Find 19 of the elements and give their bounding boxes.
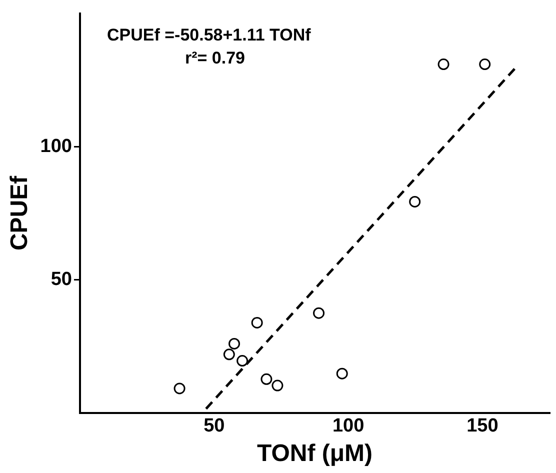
x-axis-title: TONf (μM): [256, 440, 373, 468]
point: [223, 348, 235, 360]
x-tick-label: 50: [204, 416, 225, 437]
annotation: CPUEf =-50.58+1.11 TONf: [107, 26, 312, 45]
point: [236, 355, 248, 367]
point: [174, 382, 186, 394]
point: [260, 373, 272, 385]
point: [336, 368, 348, 380]
x-tick-label: 100: [332, 416, 364, 437]
x-tick-label: 150: [466, 416, 498, 437]
point: [409, 196, 421, 208]
point: [479, 58, 491, 70]
point: [228, 338, 240, 350]
y-axis-title: CPUEf: [6, 174, 34, 251]
point: [438, 58, 450, 70]
point: [313, 307, 325, 319]
point: [251, 316, 263, 328]
annotation: r²= 0.79: [185, 48, 246, 68]
point: [272, 380, 284, 392]
